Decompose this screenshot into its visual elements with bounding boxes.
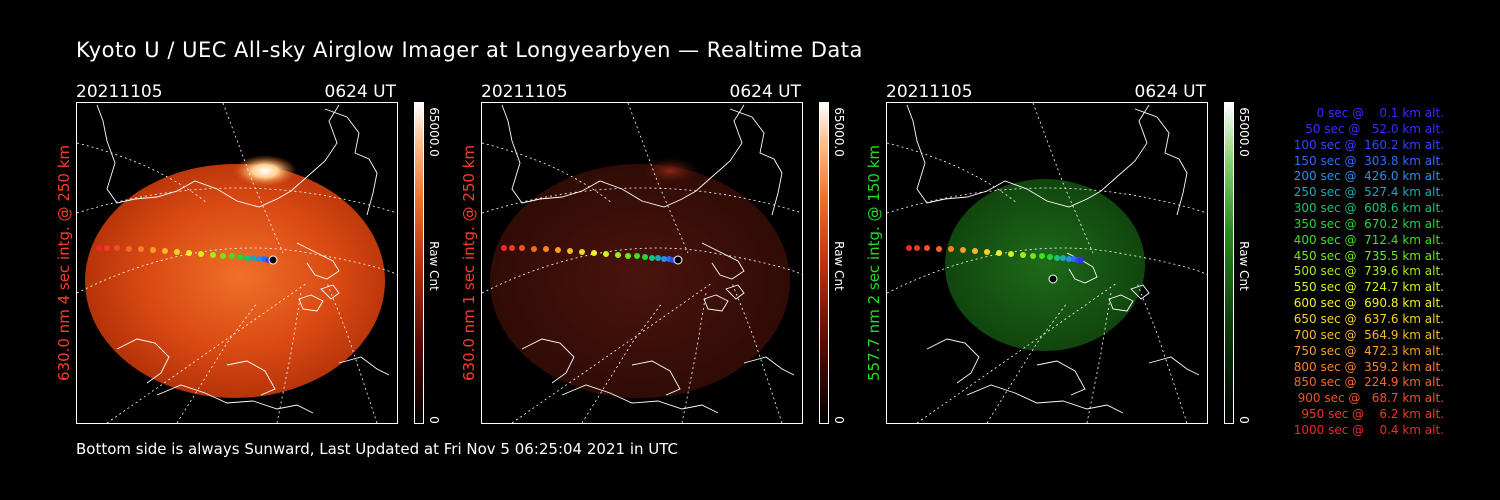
- colorbar: [1224, 102, 1234, 424]
- panel-630nm-4sec: 20211105 0624 UT 630.0 nm 4 sec intg. @ …: [55, 80, 476, 430]
- panel-time: 0624 UT: [1134, 82, 1207, 102]
- panel-557nm-2sec: 20211105 0624 UT 557.7 nm 2 sec intg. @ …: [865, 80, 1286, 430]
- coastline-lines: [906, 104, 1200, 414]
- trajectory: [906, 245, 1084, 284]
- legend-row: 250 sec @ 527.4 km alt.: [1289, 185, 1444, 200]
- trajectory-legend: 0 sec @ 0.1 km alt. 50 sec @ 52.0 km alt…: [1290, 106, 1444, 439]
- colorbar-max: 65000.0: [1237, 107, 1251, 157]
- colorbar-min: 0: [832, 416, 846, 424]
- colorbar: [819, 102, 829, 424]
- airglow-disc: [85, 164, 385, 398]
- legend-row: 550 sec @ 724.7 km alt.: [1289, 280, 1444, 295]
- panel-side-label: 630.0 nm 1 sec intg. @ 250 km: [460, 144, 478, 382]
- legend-row: 200 sec @ 426.0 km alt.: [1289, 169, 1444, 184]
- panel-side-label: 557.7 nm 2 sec intg. @ 150 km: [865, 144, 883, 382]
- colorbar: [414, 102, 424, 424]
- allsky-image: [886, 102, 1208, 424]
- panel-time: 0624 UT: [324, 82, 397, 102]
- colorbar-unit: Raw Cnt: [427, 241, 441, 291]
- grid-lines: [887, 103, 1207, 423]
- legend-row: 100 sec @ 160.2 km alt.: [1289, 137, 1444, 152]
- legend-row: 500 sec @ 739.6 km alt.: [1289, 264, 1444, 279]
- panel-time: 0624 UT: [729, 82, 802, 102]
- colorbar-unit: Raw Cnt: [832, 241, 846, 291]
- legend-row: 950 sec @ 6.2 km alt.: [1297, 407, 1444, 422]
- legend-row: 1000 sec @ 0.4 km alt.: [1293, 422, 1444, 437]
- legend-row: 800 sec @ 359.2 km alt.: [1289, 359, 1444, 374]
- legend-row: 900 sec @ 68.7 km alt.: [1293, 391, 1444, 406]
- legend-row: 300 sec @ 608.6 km alt.: [1289, 201, 1444, 216]
- aurora-spot: [640, 157, 700, 185]
- grid-lines: [482, 103, 802, 423]
- coastline-lines: [96, 104, 390, 414]
- panel-630nm-1sec: 20211105 0624 UT 630.0 nm 1 sec intg. @ …: [460, 80, 881, 430]
- legend-row: 700 sec @ 564.9 km alt.: [1289, 327, 1444, 342]
- panel-date: 20211105: [481, 82, 568, 102]
- colorbar-max: 65000.0: [427, 107, 441, 157]
- airglow-disc: [945, 179, 1145, 351]
- trajectory: [501, 245, 683, 265]
- legend-row: 450 sec @ 735.5 km alt.: [1289, 248, 1444, 263]
- legend-row: 350 sec @ 670.2 km alt.: [1289, 216, 1444, 231]
- airglow-disc: [490, 164, 790, 398]
- panel-date: 20211105: [76, 82, 163, 102]
- colorbar-max: 65000.0: [832, 107, 846, 157]
- footer-note: Bottom side is always Sunward, Last Upda…: [76, 440, 678, 458]
- legend-row: 650 sec @ 637.6 km alt.: [1289, 311, 1444, 326]
- legend-row: 0 sec @ 0.1 km alt.: [1305, 106, 1444, 120]
- colorbar-unit: Raw Cnt: [1237, 241, 1251, 291]
- allsky-image: [481, 102, 803, 424]
- panel-side-label: 630.0 nm 4 sec intg. @ 250 km: [55, 144, 73, 382]
- colorbar-min: 0: [1237, 416, 1251, 424]
- legend-row: 50 sec @ 52.0 km alt.: [1297, 121, 1444, 136]
- page-title: Kyoto U / UEC All-sky Airglow Imager at …: [76, 38, 863, 62]
- aurora-spot: [233, 155, 297, 187]
- legend-row: 400 sec @ 712.4 km alt.: [1289, 232, 1444, 247]
- allsky-image: [76, 102, 398, 424]
- panel-date: 20211105: [886, 82, 973, 102]
- legend-row: 850 sec @ 224.9 km alt.: [1289, 375, 1444, 390]
- trajectory: [96, 245, 278, 265]
- grid-lines: [77, 103, 397, 423]
- colorbar-min: 0: [427, 416, 441, 424]
- coastline-lines: [501, 104, 795, 414]
- legend-row: 750 sec @ 472.3 km alt.: [1289, 343, 1444, 358]
- legend-row: 600 sec @ 690.8 km alt.: [1289, 296, 1444, 311]
- legend-row: 150 sec @ 303.8 km alt.: [1289, 153, 1444, 168]
